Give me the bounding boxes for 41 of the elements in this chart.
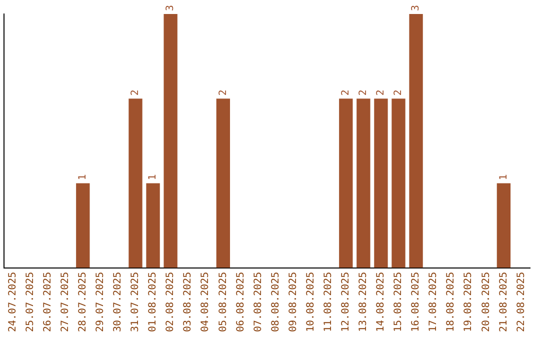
x-tick-label: 24.07.2025 xyxy=(7,272,18,332)
x-tick-label: 05.08.2025 xyxy=(218,272,229,332)
x-tick-label: 11.08.2025 xyxy=(322,272,334,332)
x-tick-label: 14.08.2025 xyxy=(376,272,387,332)
x-tick-label: 16.08.2025 xyxy=(410,272,422,332)
data-label: 2 xyxy=(358,90,370,96)
x-tick-label: 31.07.2025 xyxy=(130,272,142,332)
x-tick-label: 18.08.2025 xyxy=(446,272,457,332)
data-label: 1 xyxy=(498,174,510,180)
x-tick-label: 25.07.2025 xyxy=(24,272,36,332)
x-tick-label: 20.08.2025 xyxy=(480,272,492,332)
x-tick-label: 04.08.2025 xyxy=(200,272,212,332)
x-tick-label: 21.08.2025 xyxy=(498,272,510,332)
x-tick-label: 13.08.2025 xyxy=(358,272,370,332)
x-tick-label: 22.08.2025 xyxy=(516,272,527,332)
data-label: 3 xyxy=(410,4,422,11)
data-label: 1 xyxy=(148,174,159,180)
data-label: 2 xyxy=(130,90,142,96)
x-tick-label: 27.07.2025 xyxy=(60,272,71,332)
x-tick-label: 12.08.2025 xyxy=(340,272,352,332)
x-tick-label: 26.07.2025 xyxy=(42,272,54,332)
x-tick-label: 07.08.2025 xyxy=(252,272,264,332)
x-tick-label: 03.08.2025 xyxy=(182,272,194,332)
x-tick-label: 02.08.2025 xyxy=(165,272,176,332)
data-label: 2 xyxy=(340,90,352,96)
x-tick-label: 06.08.2025 xyxy=(235,272,246,332)
x-tick-label: 10.08.2025 xyxy=(305,272,316,332)
data-label: 2 xyxy=(376,90,387,96)
data-label: 1 xyxy=(77,174,88,180)
data-label: 2 xyxy=(218,90,229,96)
data-label: 2 xyxy=(393,90,404,96)
x-tick-label: 30.07.2025 xyxy=(112,272,124,332)
x-tick-label: 01.08.2025 xyxy=(148,272,159,332)
x-tick-label: 28.07.2025 xyxy=(77,272,88,332)
x-tick-label: 08.08.2025 xyxy=(270,272,282,332)
x-tick-label: 19.08.2025 xyxy=(463,272,474,332)
x-tick-label: 17.08.2025 xyxy=(428,272,440,332)
x-tick-label: 09.08.2025 xyxy=(288,272,299,332)
x-tick-label: 29.07.2025 xyxy=(95,272,106,332)
data-label: 3 xyxy=(165,4,176,11)
x-tick-label: 15.08.2025 xyxy=(393,272,404,332)
